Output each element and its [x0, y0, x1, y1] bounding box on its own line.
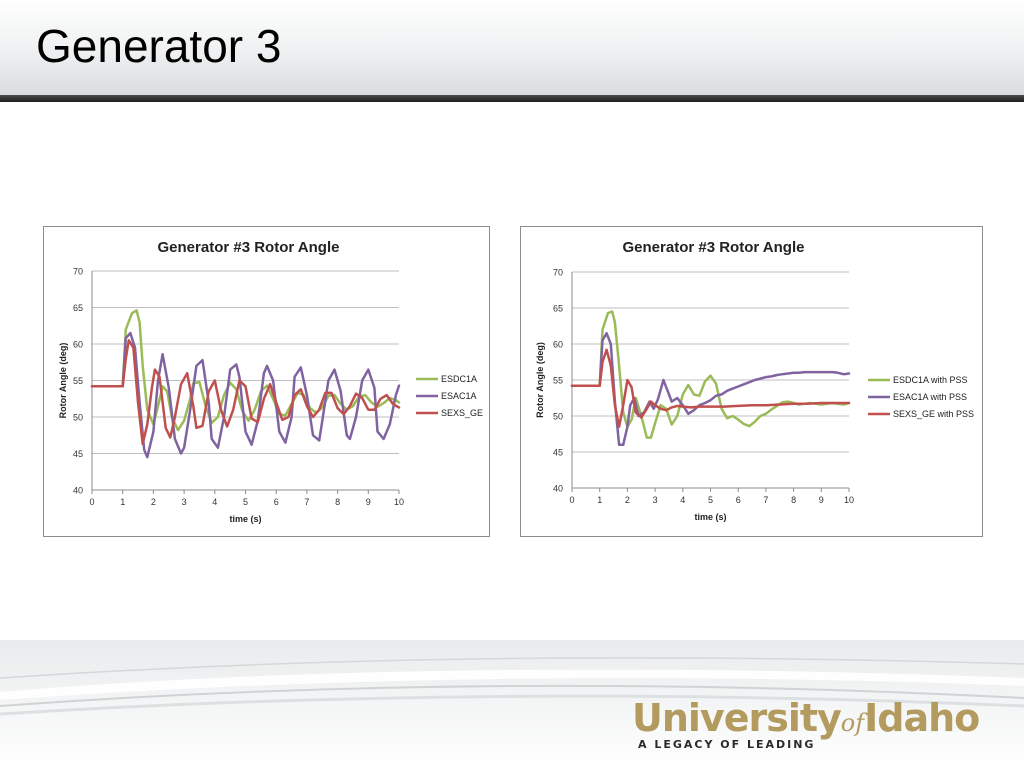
x-tick-label: 5	[243, 497, 248, 507]
x-tick-label: 10	[394, 497, 404, 507]
slide-header	[0, 0, 1024, 95]
y-tick-label: 60	[553, 340, 563, 350]
x-tick-label: 1	[120, 497, 125, 507]
y-tick-label: 40	[553, 484, 563, 494]
y-tick-label: 70	[553, 268, 563, 278]
footer-swoosh	[0, 640, 1024, 768]
logo-tagline: A LEGACY OF LEADING	[638, 738, 816, 751]
x-tick-label: 7	[763, 495, 768, 505]
x-tick-label: 0	[89, 497, 94, 507]
series-line-esac1a	[90, 331, 401, 459]
legend-label-esdc1a: ESDC1A	[441, 374, 477, 384]
x-tick-label: 8	[791, 495, 796, 505]
legend-label-esac1a: ESAC1A	[441, 391, 477, 401]
series-line-sexs-ge	[90, 339, 401, 446]
y-tick-label: 45	[553, 448, 563, 458]
x-tick-label: 1	[597, 495, 602, 505]
university-logo: UniversityofIdaho A LEGACY OF LEADING	[632, 696, 992, 756]
series-line-sexs-ge-with-pss	[570, 348, 851, 429]
x-tick-label: 10	[844, 495, 854, 505]
chart-title: Generator #3 Rotor Angle	[158, 239, 340, 256]
chart-left: Generator #3 Rotor Angle 40 45 50 55 60 65 70 0 1…	[43, 226, 490, 537]
chart-right: Generator #3 Rotor Angle 40 45 50 55 60 65 70 0 1…	[520, 226, 983, 537]
x-tick-label: 8	[335, 497, 340, 507]
x-tick-label: 0	[569, 495, 574, 505]
x-tick-label: 7	[304, 497, 309, 507]
y-tick-label: 40	[73, 486, 83, 496]
y-tick-label: 60	[73, 340, 83, 350]
logo-idaho: Idaho	[864, 696, 980, 740]
logo-university: University	[632, 696, 842, 740]
x-tick-label: 6	[274, 497, 279, 507]
x-tick-label: 4	[212, 497, 217, 507]
header-divider	[0, 95, 1024, 102]
series-line-esac1a-with-pss	[570, 331, 851, 447]
x-tick-label: 9	[819, 495, 824, 505]
x-tick-label: 4	[680, 495, 685, 505]
y-axis-label: Rotor Angle (deg)	[535, 342, 545, 418]
x-axis-label: time (s)	[229, 514, 261, 524]
y-tick-label: 65	[73, 303, 83, 313]
legend-label-esac1a-with-pss: ESAC1A with PSS	[893, 392, 967, 402]
x-tick-label: 3	[182, 497, 187, 507]
x-tick-label: 5	[708, 495, 713, 505]
x-tick-label: 3	[653, 495, 658, 505]
y-tick-label: 55	[73, 376, 83, 386]
y-tick-label: 50	[73, 413, 83, 423]
y-tick-label: 45	[73, 449, 83, 459]
x-tick-label: 2	[625, 495, 630, 505]
y-axis-label: Rotor Angle (deg)	[58, 343, 68, 419]
x-tick-label: 9	[366, 497, 371, 507]
y-tick-label: 50	[553, 412, 563, 422]
y-tick-label: 70	[73, 267, 83, 277]
x-tick-label: 6	[736, 495, 741, 505]
y-tick-label: 65	[553, 304, 563, 314]
x-axis-label: time (s)	[694, 512, 726, 522]
x-tick-label: 2	[151, 497, 156, 507]
chart-title: Generator #3 Rotor Angle	[623, 239, 805, 256]
legend-label-esdc1a-with-pss: ESDC1A with PSS	[893, 375, 968, 385]
legend-label-sexs-ge-with-pss: SEXS_GE with PSS	[893, 409, 974, 419]
legend-label-sexs-ge: SEXS_GE	[441, 408, 483, 418]
slide-title: Generator 3	[36, 20, 282, 72]
y-tick-label: 55	[553, 376, 563, 386]
logo-of: of	[840, 709, 865, 737]
